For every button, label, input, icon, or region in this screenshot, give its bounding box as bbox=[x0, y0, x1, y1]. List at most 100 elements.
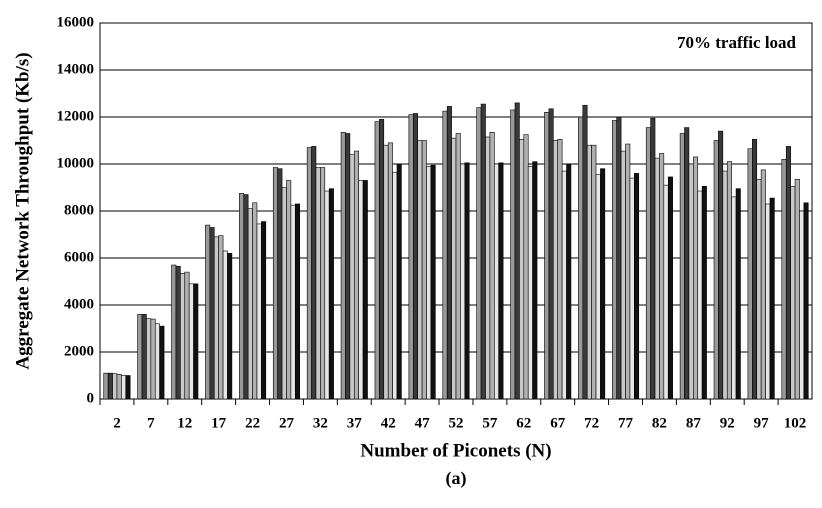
bar bbox=[362, 180, 368, 400]
bar bbox=[595, 174, 601, 400]
bar bbox=[494, 163, 500, 400]
y-axis-title: Aggregate Network Throughput (Kb/s) bbox=[12, 52, 33, 369]
bar bbox=[514, 102, 520, 400]
bar bbox=[345, 133, 351, 400]
bar bbox=[150, 318, 156, 400]
bar bbox=[489, 131, 495, 400]
x-tick-label: 72 bbox=[584, 415, 599, 431]
bar bbox=[430, 164, 436, 400]
bar bbox=[180, 272, 186, 400]
bar bbox=[218, 235, 224, 400]
bar bbox=[557, 139, 563, 400]
bar bbox=[261, 221, 267, 400]
bar bbox=[311, 146, 317, 400]
y-tick-label: 16000 bbox=[57, 14, 95, 30]
bar bbox=[349, 154, 355, 400]
bar bbox=[697, 190, 703, 400]
x-tick-label: 2 bbox=[113, 415, 121, 431]
bar bbox=[803, 202, 809, 400]
bar bbox=[252, 202, 258, 400]
bar bbox=[412, 113, 418, 400]
bar bbox=[591, 144, 597, 400]
x-tick-label: 102 bbox=[784, 415, 807, 431]
bar bbox=[756, 178, 762, 400]
bar bbox=[634, 173, 640, 400]
x-tick-label: 57 bbox=[482, 415, 498, 431]
bar bbox=[785, 146, 791, 400]
bar bbox=[752, 139, 758, 400]
bar bbox=[765, 203, 771, 400]
bar bbox=[747, 148, 753, 400]
y-tick-label: 4000 bbox=[64, 296, 94, 312]
x-tick-label: 92 bbox=[720, 415, 735, 431]
x-tick-label: 7 bbox=[147, 415, 155, 431]
bar bbox=[693, 156, 699, 400]
bar bbox=[154, 323, 160, 400]
x-axis-title: Number of Piconets (N) bbox=[360, 440, 551, 461]
bar bbox=[239, 193, 245, 400]
bar bbox=[374, 121, 380, 400]
bar bbox=[396, 163, 402, 400]
bar bbox=[353, 150, 359, 400]
bar bbox=[175, 265, 181, 400]
bar bbox=[141, 314, 147, 400]
bar bbox=[451, 137, 457, 400]
y-tick-label: 6000 bbox=[64, 249, 94, 265]
x-tick-label: 87 bbox=[686, 415, 702, 431]
bar bbox=[125, 375, 131, 400]
bar bbox=[799, 210, 805, 400]
x-tick-label: 47 bbox=[415, 415, 431, 431]
bar bbox=[654, 157, 660, 400]
bar bbox=[426, 166, 432, 400]
bar bbox=[358, 180, 364, 400]
bar bbox=[103, 372, 109, 400]
bar bbox=[684, 127, 690, 400]
caption: (a) bbox=[446, 468, 467, 489]
bar bbox=[243, 194, 249, 400]
bar bbox=[272, 167, 278, 400]
bar bbox=[320, 167, 326, 400]
bar bbox=[794, 178, 800, 400]
bar bbox=[324, 190, 330, 400]
bar bbox=[146, 318, 152, 400]
bar bbox=[306, 147, 312, 400]
bar bbox=[383, 144, 389, 400]
x-tick-label: 82 bbox=[652, 415, 667, 431]
bar bbox=[209, 227, 215, 400]
bar bbox=[171, 264, 177, 400]
x-tick-label: 12 bbox=[177, 415, 192, 431]
bar bbox=[408, 114, 414, 400]
bar bbox=[510, 109, 516, 400]
bar bbox=[600, 168, 606, 400]
bar bbox=[722, 170, 728, 400]
x-tick-label: 67 bbox=[550, 415, 566, 431]
bar bbox=[112, 373, 118, 400]
bar bbox=[620, 150, 626, 400]
x-tick-label: 62 bbox=[516, 415, 531, 431]
bar bbox=[277, 168, 283, 400]
bar bbox=[107, 372, 113, 400]
y-tick-label: 2000 bbox=[64, 343, 94, 359]
bar bbox=[769, 197, 775, 400]
bar bbox=[629, 177, 635, 400]
bar bbox=[460, 163, 466, 400]
bar bbox=[256, 223, 262, 400]
bar bbox=[193, 283, 199, 400]
bar bbox=[392, 171, 398, 400]
bar bbox=[553, 140, 559, 400]
bar bbox=[561, 170, 567, 400]
bar bbox=[688, 163, 694, 400]
bar bbox=[290, 204, 296, 400]
bar bbox=[498, 162, 504, 400]
bar bbox=[247, 208, 253, 400]
bar bbox=[222, 250, 228, 400]
x-tick-label: 32 bbox=[313, 415, 328, 431]
bar bbox=[446, 106, 452, 400]
bar bbox=[116, 374, 122, 400]
bar bbox=[315, 167, 321, 400]
bar bbox=[616, 116, 622, 400]
y-tick-label: 14000 bbox=[57, 61, 95, 77]
bar bbox=[476, 107, 482, 400]
bar bbox=[781, 159, 787, 400]
bar bbox=[159, 325, 165, 400]
